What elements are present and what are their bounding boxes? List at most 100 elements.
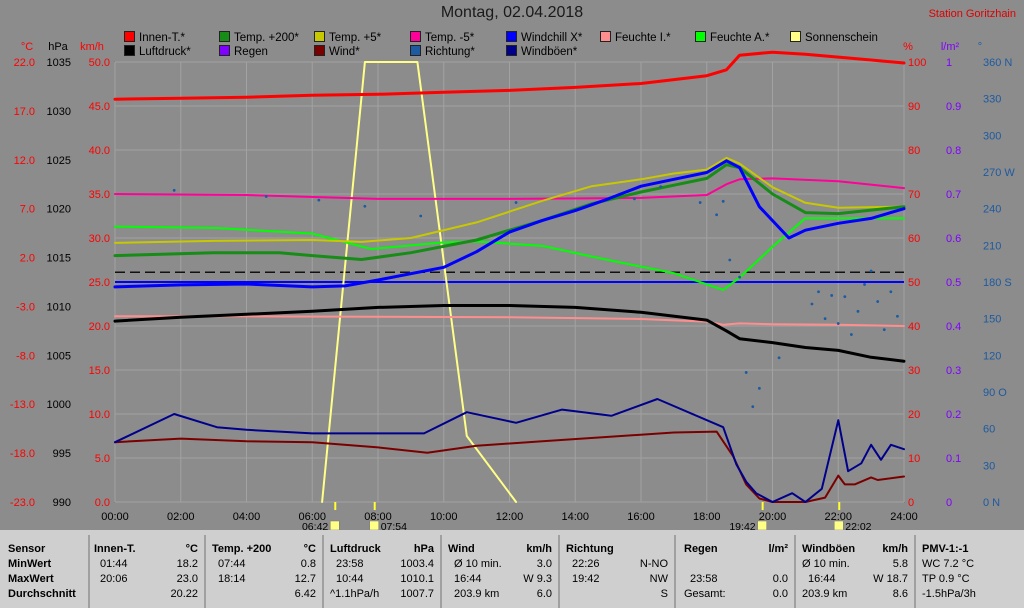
direction-point — [876, 300, 880, 303]
legend-item: Regen — [219, 45, 268, 58]
legend-swatch — [124, 31, 135, 42]
wind-tick-label: 45.0 — [89, 101, 110, 113]
rain-tick-label: 0.7 — [946, 189, 961, 201]
legend-label: Windböen* — [521, 46, 578, 58]
legend-item: Windböen* — [506, 45, 577, 58]
legend-swatch — [219, 31, 230, 42]
direction-tick-label: 300 — [983, 130, 1001, 142]
col-wind: Wind km/h Ø 10 min. 3.0 16:44 W 9.3 203.9 k… — [440, 535, 560, 608]
legend-item: Luftdruck* — [124, 45, 191, 58]
wind-tick-label: 35.0 — [89, 189, 110, 201]
wind-row1-label: Ø 10 min. — [454, 558, 502, 570]
direction-point — [744, 371, 748, 374]
direction-tick-label: 90 O — [983, 387, 1007, 399]
direction-axis-unit: ° — [978, 41, 982, 53]
sun-marker-icon — [757, 520, 767, 530]
chart-title: Montag, 02.04.2018 — [440, 4, 584, 21]
wind-max-value: W 9.3 — [523, 573, 552, 585]
col-windboen: Windböen km/h Ø 10 min. 5.8 16:44 W 18.7 20… — [794, 535, 916, 608]
legend-swatch — [506, 45, 517, 56]
col-pmv: PMV-1:-1 WC 7.2 °C TP 0.9 °C -1.5hPa/3h — [914, 535, 1024, 608]
temp-tick-label: -13.0 — [10, 399, 35, 411]
direction-point — [777, 356, 781, 360]
temp200-avg-value: 6.42 — [294, 588, 316, 600]
wind-tick-label: 40.0 — [89, 145, 110, 157]
series-line — [114, 177, 905, 200]
luftdruck-max-time: 10:44 — [336, 573, 364, 585]
pmv-pressure-trend: -1.5hPa/3h — [922, 588, 976, 600]
x-tick-label: 08:00 — [364, 511, 392, 523]
temp200-header: Temp. +200 — [212, 543, 272, 555]
direction-point — [172, 188, 176, 192]
station-name: Station Goritzhain — [928, 8, 1016, 20]
pressure-tick-label: 1010 — [47, 301, 71, 313]
legend-label: Feuchte A.* — [710, 32, 770, 44]
col-sensor: Sensor MinWert MaxWert Durchschnitt — [0, 535, 90, 608]
regen-total-label: Gesamt: — [684, 588, 726, 600]
rain-tick-label: 0.2 — [946, 409, 961, 421]
luftdruck-min-value: 1003.4 — [400, 558, 434, 570]
humidity-tick-label: 60 — [908, 233, 920, 245]
legend-swatch — [695, 31, 706, 42]
x-tick-label: 16:00 — [627, 511, 655, 523]
direction-point — [419, 214, 423, 218]
direction-point — [896, 314, 899, 318]
legend-label: Sonnenschein — [805, 32, 878, 44]
humidity-tick-label: 10 — [908, 453, 920, 465]
x-tick-label: 14:00 — [561, 511, 589, 523]
direction-tick-label: 270 W — [983, 167, 1015, 179]
direction-point — [863, 283, 866, 286]
pmv-dewpoint: TP 0.9 °C — [922, 573, 970, 585]
temp-tick-label: -18.0 — [10, 448, 35, 460]
direction-point — [836, 322, 840, 325]
legend-label: Luftdruck* — [139, 46, 191, 58]
rain-tick-label: 1 — [946, 57, 952, 69]
wind-axis-unit: km/h — [80, 41, 104, 53]
regen-total-value: 0.0 — [772, 588, 788, 600]
richtung-max-value: NW — [649, 573, 668, 585]
direction-point — [738, 275, 742, 279]
rain-tick-label: 0.1 — [946, 453, 961, 465]
wind-tick-label: 30.0 — [89, 233, 110, 245]
direction-point — [850, 333, 853, 336]
wind-distance: 203.9 km — [454, 588, 500, 600]
legend-label: Temp. -5* — [425, 32, 475, 44]
series-line — [114, 398, 905, 503]
direction-point — [659, 185, 663, 189]
wind-avg-value: 6.0 — [536, 588, 552, 600]
temp200-max-value: 12.7 — [294, 573, 316, 585]
humidity-tick-label: 70 — [908, 189, 920, 201]
direction-point — [869, 269, 873, 273]
legend-label: Innen-T.* — [139, 32, 186, 44]
pressure-axis-unit: hPa — [48, 41, 68, 53]
sensor-header: Sensor — [8, 543, 46, 555]
legend-swatch — [314, 45, 325, 56]
pmv-windchill: WC 7.2 °C — [922, 558, 975, 570]
humidity-tick-label: 50 — [908, 277, 920, 289]
richtung-avg-value: S — [660, 588, 668, 600]
legend-item: Temp. +5* — [314, 31, 381, 44]
innen-header: Innen-T. — [94, 543, 136, 555]
legend-item: Temp. -5* — [410, 31, 474, 44]
direction-tick-label: 330 — [983, 94, 1001, 106]
col-luftdruck: Luftdruck hPa 23:58 1003.4 10:44 1010.1 ^1.… — [322, 535, 442, 608]
legend-label: Regen — [234, 46, 268, 58]
rain-tick-label: 0.8 — [946, 145, 961, 157]
x-tick-label: 04:00 — [233, 511, 261, 523]
sun-marker-label: 19:42 — [729, 521, 755, 530]
legend-swatch — [790, 31, 801, 42]
x-tick-label: 18:00 — [693, 511, 721, 523]
direction-tick-label: 210 — [983, 240, 1001, 252]
direction-point — [633, 197, 636, 201]
wind-tick-label: 25.0 — [89, 277, 110, 289]
x-tick-label: 06:00 — [298, 511, 326, 523]
luftdruck-unit: hPa — [413, 543, 434, 555]
rain-tick-label: 0.5 — [946, 277, 961, 289]
temp-tick-label: 7.0 — [20, 204, 35, 216]
innen-avg-value: 20.22 — [170, 588, 198, 600]
direction-point — [856, 309, 860, 313]
innen-unit: °C — [185, 543, 198, 555]
direction-point — [889, 290, 893, 294]
direction-point — [728, 258, 732, 262]
pressure-tick-label: 995 — [53, 448, 71, 460]
